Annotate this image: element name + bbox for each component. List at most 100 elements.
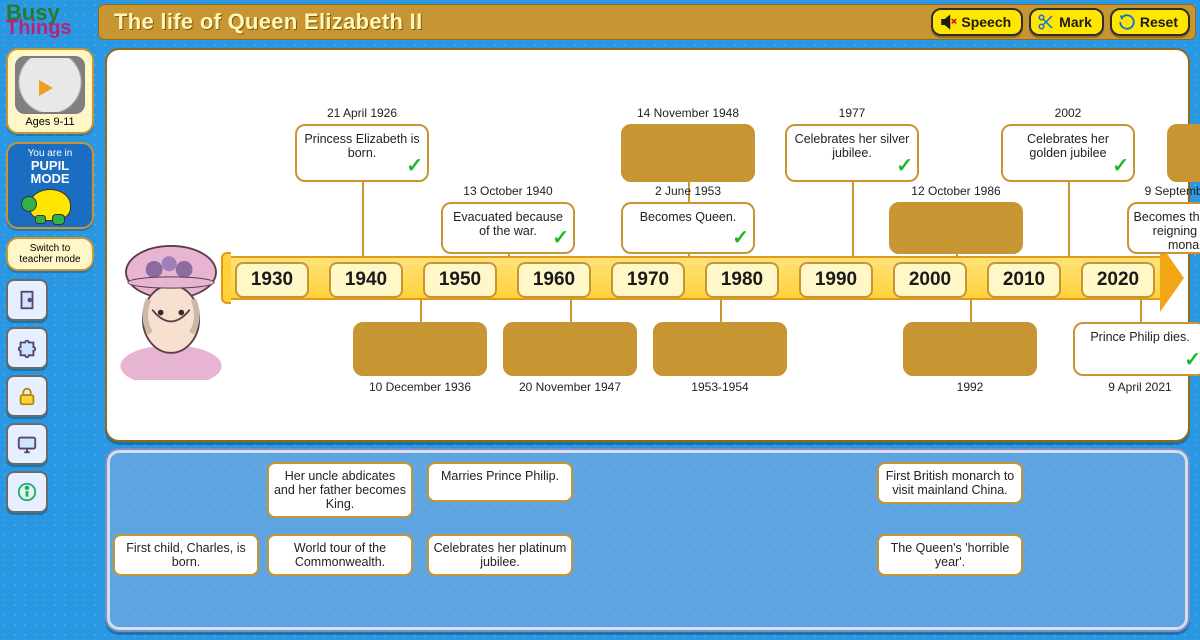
page-title: The life of Queen Elizabeth II <box>114 9 925 35</box>
connector-line <box>852 182 854 256</box>
event-date: 1992 <box>903 380 1037 394</box>
switch-line2: teacher mode <box>12 254 88 265</box>
timeline-event-top: Princess Elizabeth is born.✓ <box>295 124 429 182</box>
profile-card[interactable]: Ages 9-11 <box>6 48 94 134</box>
bank-answer[interactable]: Her uncle abdicates and her father becom… <box>267 462 413 518</box>
speaker-mute-icon <box>939 13 957 31</box>
tool-icons <box>6 279 94 513</box>
connector-line <box>1194 254 1196 256</box>
lock-button[interactable] <box>6 375 48 417</box>
tick-icon: ✓ <box>732 225 749 250</box>
connector-line <box>970 300 972 322</box>
timeline-event-top: Evacuated because of the war.✓ <box>441 202 575 254</box>
event-date: 2002 <box>1001 106 1135 120</box>
timeline-event-top[interactable] <box>1167 124 1200 182</box>
title-bar: The life of Queen Elizabeth II Speech Ma… <box>98 4 1196 40</box>
timeline-event-top: Celebrates her silver jubilee.✓ <box>785 124 919 182</box>
timeline-event-top: Becomes Queen.✓ <box>621 202 755 254</box>
bank-answer[interactable]: Marries Prince Philip. <box>427 462 573 502</box>
bank-answer[interactable]: First child, Charles, is born. <box>113 534 259 576</box>
timeline-panel: 1930 1940 1950 1960 1970 1980 1990 2000 2010 2020… <box>105 48 1190 442</box>
info-icon <box>16 481 38 503</box>
tick-icon: ✓ <box>406 153 423 178</box>
connector-line <box>508 254 510 256</box>
speech-label: Speech <box>961 14 1011 30</box>
decade-marker: 1990 <box>799 262 873 298</box>
mark-button[interactable]: Mark <box>1029 8 1104 36</box>
bank-answer[interactable]: Celebrates her platinum jubilee. <box>427 534 573 576</box>
timeline-event-top[interactable] <box>889 202 1023 254</box>
connector-line <box>420 300 422 322</box>
reset-icon <box>1118 13 1136 31</box>
connector-line <box>570 300 572 322</box>
scissors-icon <box>1037 13 1055 31</box>
event-date: 2 June 1953 <box>621 184 755 198</box>
turtle-icon <box>29 189 71 221</box>
decade-marker: 1940 <box>329 262 403 298</box>
mode-name: PUPIL MODE <box>12 159 88 185</box>
monitor-icon <box>16 433 38 455</box>
timeline-event-top: Becomes the longest-reigning British mon… <box>1127 202 1200 254</box>
reset-label: Reset <box>1140 14 1178 30</box>
event-date: 10 December 1936 <box>353 380 487 394</box>
speech-button[interactable]: Speech <box>931 8 1023 36</box>
connector-line <box>1140 300 1142 322</box>
logo-line2: Things <box>6 20 94 36</box>
timeline-bar: 1930 1940 1950 1960 1970 1980 1990 2000 2010 2020 <box>223 256 1162 300</box>
timeline-event-bottom[interactable] <box>353 322 487 376</box>
decade-marker: 1970 <box>611 262 685 298</box>
timeline-event-bottom: Prince Philip dies.✓ <box>1073 322 1200 376</box>
connector-line <box>720 300 722 322</box>
event-date: 9 April 2021 <box>1073 380 1200 394</box>
event-date: 12 October 1986 <box>889 184 1023 198</box>
ages-label: Ages 9-11 <box>12 116 88 128</box>
mark-label: Mark <box>1059 14 1092 30</box>
reset-button[interactable]: Reset <box>1110 8 1190 36</box>
connector-line <box>956 254 958 256</box>
decade-marker: 2000 <box>893 262 967 298</box>
info-button[interactable] <box>6 471 48 513</box>
event-date: 20 November 1947 <box>503 380 637 394</box>
tick-icon: ✓ <box>1112 153 1129 178</box>
event-date: 2022 <box>1167 106 1200 120</box>
event-date: 1977 <box>785 106 919 120</box>
timeline-event-bottom[interactable] <box>903 322 1037 376</box>
decade-marker: 1960 <box>517 262 591 298</box>
puzzle-button[interactable] <box>6 327 48 369</box>
event-date: 14 November 1948 <box>621 106 755 120</box>
sidebar: Ages 9-11 You are in PUPIL MODE Switch t… <box>6 48 94 513</box>
lock-icon <box>16 385 38 407</box>
timeline-event-bottom[interactable] <box>653 322 787 376</box>
event-date: 1953-1954 <box>653 380 787 394</box>
connector-line <box>1068 182 1070 256</box>
busythings-logo: Busy Things <box>6 4 94 42</box>
decade-marker: 2010 <box>987 262 1061 298</box>
bank-answer[interactable]: The Queen's 'horrible year'. <box>877 534 1023 576</box>
decade-marker: 1950 <box>423 262 497 298</box>
timeline-event-top[interactable] <box>621 124 755 182</box>
timeline-event-top: Celebrates her golden jubilee✓ <box>1001 124 1135 182</box>
event-date: 13 October 1940 <box>441 184 575 198</box>
switch-line1: Switch to <box>12 243 88 254</box>
switch-mode-card[interactable]: Switch to teacher mode <box>6 237 94 271</box>
tick-icon: ✓ <box>896 153 913 178</box>
timeline-event-bottom[interactable] <box>503 322 637 376</box>
bank-answer[interactable]: First British monarch to visit mainland … <box>877 462 1023 504</box>
tick-icon: ✓ <box>1184 347 1200 372</box>
answer-bank: Her uncle abdicates and her father becom… <box>105 448 1190 632</box>
mode-card[interactable]: You are in PUPIL MODE <box>6 142 94 229</box>
event-date: 9 September 2015 <box>1127 184 1200 198</box>
monitor-button[interactable] <box>6 423 48 465</box>
decade-marker: 2020 <box>1081 262 1155 298</box>
decade-marker: 1930 <box>235 262 309 298</box>
door-button[interactable] <box>6 279 48 321</box>
connector-line <box>688 254 690 256</box>
puzzle-icon <box>16 337 38 359</box>
avatar-icon <box>15 56 85 114</box>
tick-icon: ✓ <box>552 225 569 250</box>
connector-line <box>362 182 364 256</box>
door-icon <box>16 289 38 311</box>
bank-answer[interactable]: World tour of the Commonwealth. <box>267 534 413 576</box>
decade-marker: 1980 <box>705 262 779 298</box>
event-date: 21 April 1926 <box>295 106 429 120</box>
